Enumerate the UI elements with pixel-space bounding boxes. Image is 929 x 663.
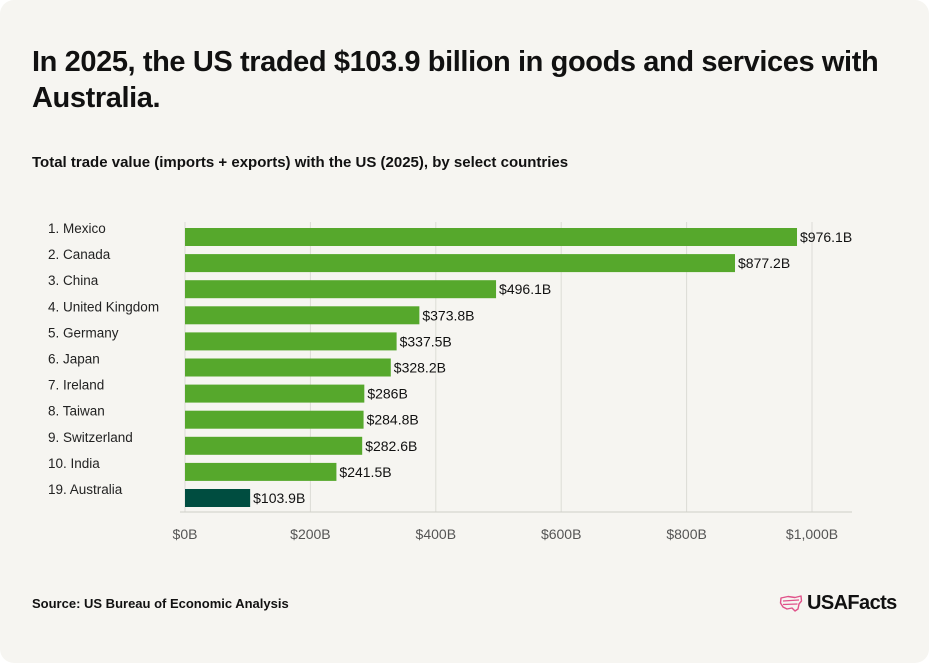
category-label: 7. Ireland <box>48 378 104 393</box>
bar <box>185 254 736 273</box>
category-label: 4. United Kingdom <box>48 299 159 314</box>
bar <box>185 332 397 351</box>
bar <box>185 228 798 246</box>
bar <box>185 436 363 455</box>
chart-title: In 2025, the US traded $103.9 billion in… <box>32 46 879 114</box>
category-label: 8. Taiwan <box>48 404 105 419</box>
x-tick-label: $600B <box>541 526 581 542</box>
value-label: $286B <box>367 386 407 402</box>
value-label: $496.1B <box>499 281 551 297</box>
x-tick-label: $800B <box>666 526 706 542</box>
value-label: $284.8B <box>367 412 419 428</box>
bar <box>185 358 391 377</box>
value-label: $976.1B <box>800 229 852 245</box>
brand-logo[interactable]: USAFacts <box>779 592 897 615</box>
category-label: 3. China <box>48 273 99 288</box>
value-label: $282.6B <box>365 438 417 454</box>
highlight-bar <box>185 489 251 507</box>
category-label: 1. Mexico <box>48 221 106 236</box>
value-label: $337.5B <box>400 333 452 349</box>
value-label: $877.2B <box>738 255 790 271</box>
bar <box>185 462 337 481</box>
chart-subtitle: Total trade value (imports + exports) wi… <box>32 154 569 171</box>
value-label: $241.5B <box>339 464 391 480</box>
source-note: Source: US Bureau of Economic Analysis <box>32 596 289 611</box>
x-tick-label: $0B <box>173 526 198 542</box>
category-label: 19. Australia <box>48 482 123 497</box>
bar <box>185 306 420 325</box>
bar <box>185 384 365 403</box>
usa-flag-map-icon <box>779 594 803 612</box>
value-label: $103.9B <box>253 490 305 506</box>
x-tick-label: $1,000B <box>786 526 838 542</box>
bar <box>185 280 497 299</box>
x-tick-label: $200B <box>290 526 330 542</box>
category-label: 2. Canada <box>48 247 111 262</box>
bar <box>185 410 364 429</box>
category-label: 5. Germany <box>48 325 119 340</box>
category-label: 9. Switzerland <box>48 430 133 445</box>
value-label: $328.2B <box>394 360 446 376</box>
x-tick-label: $400B <box>416 526 456 542</box>
brand-name: USAFacts <box>807 592 897 614</box>
category-label: 10. India <box>48 456 100 471</box>
category-label: 6. Japan <box>48 352 100 367</box>
value-label: $373.8B <box>422 307 474 323</box>
